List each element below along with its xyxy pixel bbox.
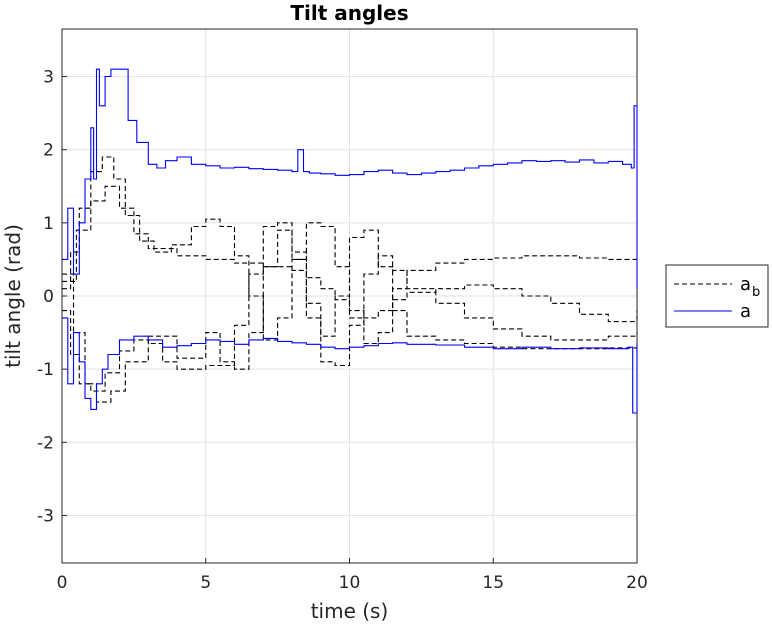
series-line-a-6 — [62, 317, 638, 414]
legend-label: a — [740, 274, 751, 295]
series-group — [62, 68, 638, 414]
x-tick-label: 0 — [57, 573, 68, 593]
x-axis-label: time (s) — [311, 599, 389, 623]
legend-label-subscript: b — [752, 285, 760, 300]
series-line-ab-2 — [62, 222, 638, 392]
ticks: 0 5 10 15 20 -3 -2 -1 0 1 2 3 — [37, 68, 648, 593]
y-tick-label: -3 — [37, 506, 54, 526]
x-tick-label: 10 — [339, 573, 361, 593]
y-tick-label: -2 — [37, 433, 54, 453]
chart-title: Tilt angles — [290, 1, 408, 25]
x-tick-label: 15 — [482, 573, 504, 593]
y-tick-label: -1 — [37, 360, 54, 380]
legend-box — [665, 264, 769, 328]
series-line-ab-1 — [62, 156, 637, 345]
y-tick-label: 0 — [43, 287, 54, 307]
x-tick-label: 5 — [200, 573, 211, 593]
y-axis-label: tilt angle (rad) — [1, 224, 25, 368]
legend: a ba — [665, 264, 769, 328]
y-tick-label: 2 — [43, 141, 54, 161]
legend-label: a — [740, 301, 751, 322]
series-line-ab-4 — [62, 185, 638, 323]
series-line-a-5 — [62, 68, 638, 289]
x-tick-label: 20 — [626, 573, 648, 593]
y-tick-label: 1 — [43, 214, 54, 234]
series-line-ab-3 — [62, 229, 638, 403]
y-tick-label: 3 — [43, 68, 54, 88]
